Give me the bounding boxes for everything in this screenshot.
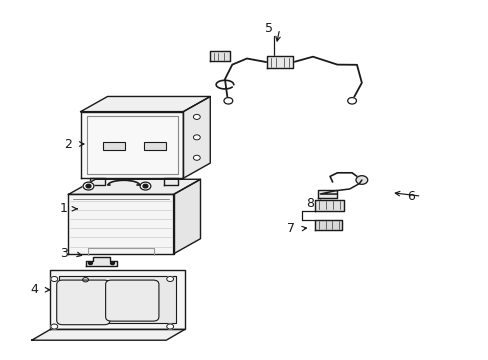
- Circle shape: [143, 184, 147, 188]
- Circle shape: [86, 184, 91, 188]
- Circle shape: [51, 276, 58, 282]
- Circle shape: [88, 262, 92, 265]
- Text: 6: 6: [406, 190, 414, 203]
- Text: 2: 2: [64, 138, 72, 150]
- Circle shape: [193, 114, 200, 120]
- Text: 8: 8: [306, 197, 314, 210]
- Polygon shape: [50, 270, 184, 329]
- Polygon shape: [90, 178, 105, 185]
- Polygon shape: [85, 257, 117, 266]
- Polygon shape: [317, 190, 337, 198]
- Circle shape: [83, 182, 94, 190]
- Polygon shape: [32, 329, 184, 340]
- Polygon shape: [210, 51, 229, 61]
- Circle shape: [166, 324, 173, 329]
- Polygon shape: [163, 178, 178, 185]
- Circle shape: [110, 262, 114, 265]
- Text: 5: 5: [264, 22, 272, 35]
- Text: 1: 1: [60, 202, 67, 215]
- Circle shape: [51, 324, 58, 329]
- Polygon shape: [266, 56, 293, 68]
- Circle shape: [193, 135, 200, 140]
- Bar: [144, 142, 166, 150]
- Polygon shape: [59, 276, 176, 323]
- Bar: [103, 142, 125, 150]
- Text: 4: 4: [30, 283, 38, 296]
- Polygon shape: [81, 96, 210, 112]
- Circle shape: [166, 276, 173, 282]
- Circle shape: [355, 176, 367, 184]
- Circle shape: [193, 155, 200, 160]
- Polygon shape: [183, 96, 210, 178]
- Polygon shape: [81, 112, 183, 178]
- Polygon shape: [315, 200, 343, 211]
- Circle shape: [224, 98, 232, 104]
- FancyBboxPatch shape: [57, 280, 110, 325]
- FancyBboxPatch shape: [105, 280, 159, 321]
- Text: 3: 3: [60, 247, 67, 260]
- Polygon shape: [173, 179, 200, 254]
- Polygon shape: [315, 220, 342, 230]
- Text: 7: 7: [286, 222, 294, 235]
- Circle shape: [347, 98, 356, 104]
- Polygon shape: [68, 194, 173, 254]
- Circle shape: [140, 182, 150, 190]
- Polygon shape: [68, 179, 200, 194]
